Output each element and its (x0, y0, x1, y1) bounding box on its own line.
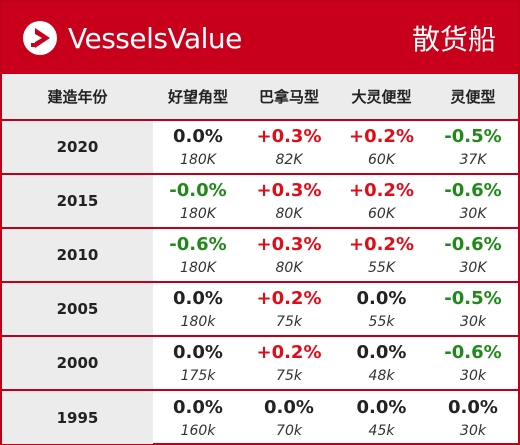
percent-change: 0.0% (173, 126, 223, 147)
percent-change: 0.0% (173, 288, 223, 309)
value-cell: +0.3% 80K (243, 174, 335, 228)
value-cell: 0.0% 48k (335, 336, 428, 390)
percent-change: -0.5% (444, 126, 502, 147)
percent-change: 0.0% (173, 342, 223, 363)
header-bar: VesselsValue 散货船 (2, 2, 518, 74)
vessel-size: 82K (275, 152, 303, 168)
vessel-size: 80K (275, 260, 303, 276)
percent-change: +0.2% (348, 180, 414, 201)
vessel-size: 60K (368, 206, 395, 222)
build-year-cell: 2020 (2, 120, 153, 174)
value-cell: +0.3% 80K (243, 228, 335, 282)
brand: VesselsValue (22, 20, 242, 56)
value-cell: +0.2% 55K (335, 228, 428, 282)
table-row: 2000 0.0% 175k +0.2% 75k 0.0% 48k -0.6% 30k (2, 336, 518, 390)
vessel-size: 30k (460, 314, 486, 330)
value-cell: 0.0% 70k (243, 390, 335, 444)
percent-change: +0.3% (256, 180, 322, 201)
value-cell: -0.0% 180K (153, 174, 243, 228)
build-year-cell: 1995 (2, 390, 153, 444)
value-cell: -0.6% 30K (428, 174, 518, 228)
percent-change: 0.0% (264, 396, 314, 418)
vessel-size: 55K (368, 260, 395, 276)
value-cell: +0.2% 60K (335, 174, 428, 228)
value-cell: 0.0% 180K (153, 120, 243, 174)
build-year-cell: 2010 (2, 228, 153, 282)
value-cell: +0.2% 75k (243, 282, 335, 336)
vessel-size: 75k (276, 368, 302, 384)
column-header-capesize: 好望角型 (153, 74, 243, 121)
vessel-size: 30k (460, 422, 486, 439)
page-title: 散货船 (411, 23, 496, 56)
percent-change: +0.3% (256, 126, 322, 147)
value-cell: +0.2% 75k (243, 336, 335, 390)
vessel-size: 180K (180, 152, 216, 168)
table-row: 2005 0.0% 180k +0.2% 75k 0.0% 55k -0.5% 30k (2, 282, 518, 336)
vessel-size: 180k (180, 314, 216, 330)
vessel-size: 175k (180, 368, 216, 384)
value-cell: -0.6% 30k (428, 336, 518, 390)
column-header-supramax: 大灵便型 (335, 74, 428, 121)
value-cell: 0.0% 55k (335, 282, 428, 336)
vessel-size: 55k (368, 314, 395, 330)
percent-change: 0.0% (356, 396, 407, 418)
value-cell: 0.0% 30k (428, 390, 518, 444)
vessel-size: 60K (368, 152, 395, 168)
build-year-cell: 2005 (2, 282, 153, 336)
percent-change: -0.6% (444, 180, 502, 201)
value-cell: 0.0% 45k (335, 390, 428, 444)
table-body: 2020 0.0% 180K +0.3% 82K +0.2% 60K -0.5% 37K 2015… (2, 120, 518, 444)
table-header-row: 建造年份 好望角型 巴拿马型 大灵便型 灵便型 (2, 74, 518, 121)
table-row: 2015 -0.0% 180K +0.3% 80K +0.2% 60K -0.6% 30K (2, 174, 518, 228)
percent-change: +0.2% (348, 126, 414, 147)
value-cell: 0.0% 175k (153, 336, 243, 390)
table-row: 2020 0.0% 180K +0.3% 82K +0.2% 60K -0.5% 37K (2, 120, 518, 174)
vessel-size: 48k (368, 368, 395, 384)
value-cell: 0.0% 160k (153, 390, 243, 444)
percent-change: +0.3% (256, 234, 322, 255)
build-year-cell: 2000 (2, 336, 153, 390)
percent-change: -0.6% (444, 234, 502, 255)
vessel-size: 30k (460, 368, 486, 384)
percent-change: +0.2% (256, 288, 322, 309)
percent-change: 0.0% (356, 342, 407, 363)
column-header-panamax: 巴拿马型 (243, 74, 335, 121)
vessel-size: 70k (276, 422, 302, 439)
vessel-size: 75k (276, 314, 302, 330)
vessel-size: 45k (368, 422, 395, 439)
column-header-handysize: 灵便型 (428, 74, 518, 121)
table-row: 1995 0.0% 160k 0.0% 70k 0.0% 45k 0.0% 30k (2, 390, 518, 444)
value-cell: +0.2% 60K (335, 120, 428, 174)
value-cell: -0.6% 180K (153, 228, 243, 282)
vessel-size: 30K (459, 206, 487, 222)
vessel-size: 37K (459, 152, 487, 168)
percent-change: -0.0% (169, 180, 227, 201)
vessel-size: 180K (180, 206, 216, 222)
table-row: 2010 -0.6% 180K +0.3% 80K +0.2% 55K -0.6% 30K (2, 228, 518, 282)
percent-change: +0.2% (348, 234, 414, 255)
percent-change: -0.5% (444, 288, 502, 309)
percent-change: 0.0% (356, 288, 407, 309)
vessel-size: 180K (180, 260, 216, 276)
vesselsvalue-logo-icon (23, 21, 57, 55)
percent-change: 0.0% (448, 396, 498, 418)
value-cell: -0.5% 30k (428, 282, 518, 336)
percent-change: +0.2% (256, 342, 322, 363)
percent-change: -0.6% (169, 234, 227, 255)
brand-name: VesselsValue (68, 21, 242, 55)
column-header-build-year: 建造年份 (2, 74, 153, 121)
value-change-table: 建造年份 好望角型 巴拿马型 大灵便型 灵便型 2020 0.0% 180K +0.3… (2, 74, 518, 444)
vessel-size: 80K (275, 206, 303, 222)
vessel-size: 30K (459, 260, 487, 276)
build-year-cell: 2015 (2, 174, 153, 228)
value-cell: 0.0% 180k (153, 282, 243, 336)
value-cell: -0.5% 37K (428, 120, 518, 174)
vessel-size: 160k (180, 422, 216, 439)
value-cell: +0.3% 82K (243, 120, 335, 174)
percent-change: -0.6% (444, 342, 502, 363)
value-cell: -0.6% 30K (428, 228, 518, 282)
percent-change: 0.0% (173, 396, 223, 418)
